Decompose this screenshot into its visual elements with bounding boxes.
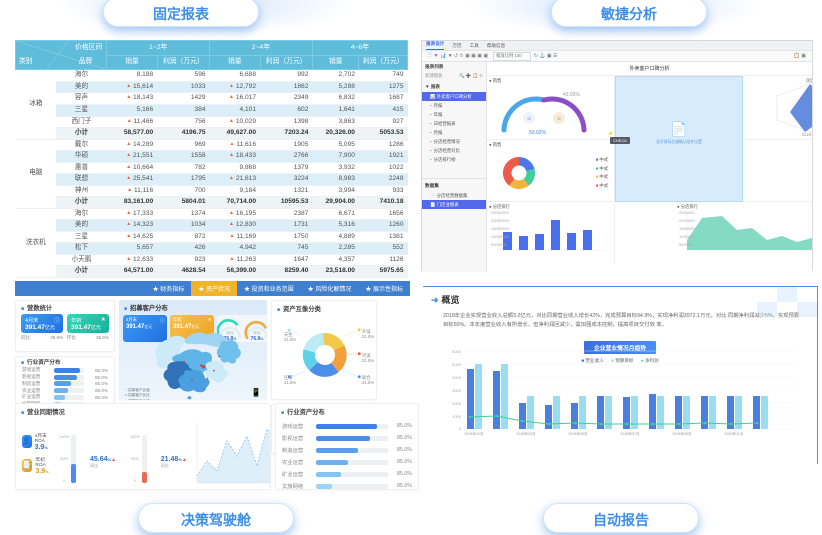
svg-text:2018年09月: 2018年09月 bbox=[672, 431, 691, 436]
svg-text:4000: 4000 bbox=[452, 375, 462, 380]
svg-text:21.5%: 21.5% bbox=[284, 380, 296, 385]
svg-text:2018年11月: 2018年11月 bbox=[725, 431, 744, 436]
svg-text:21.5%: 21.5% bbox=[362, 358, 374, 363]
svg-text:21.5%: 21.5% bbox=[284, 337, 296, 342]
svg-text:21.5%: 21.5% bbox=[362, 334, 374, 339]
svg-text:15000000: 15000000 bbox=[491, 226, 510, 231]
svg-text:☺: ☺ bbox=[556, 116, 562, 122]
svg-text:21.5%: 21.5% bbox=[362, 380, 374, 385]
svg-text:6000: 6000 bbox=[452, 349, 462, 354]
svg-text:1000: 1000 bbox=[452, 414, 462, 419]
svg-text:25000000: 25000000 bbox=[491, 210, 510, 215]
svg-text:2018年03月: 2018年03月 bbox=[516, 431, 535, 436]
svg-text:2000000: 2000000 bbox=[679, 218, 695, 223]
svg-text:2018年01月: 2018年01月 bbox=[464, 431, 483, 436]
svg-text:☺: ☺ bbox=[526, 116, 532, 122]
svg-text:43.93%: 43.93% bbox=[563, 92, 581, 98]
svg-text:2018年07月: 2018年07月 bbox=[620, 431, 639, 436]
svg-text:2018年05月: 2018年05月 bbox=[568, 431, 587, 436]
svg-text:50.02%: 50.02% bbox=[529, 130, 547, 136]
svg-text:1000000: 1000000 bbox=[679, 234, 695, 239]
svg-text:0: 0 bbox=[459, 426, 462, 431]
svg-text:500000: 500000 bbox=[679, 242, 693, 247]
svg-text:2000: 2000 bbox=[452, 401, 462, 406]
svg-text:3000: 3000 bbox=[452, 388, 462, 393]
svg-text:1500000: 1500000 bbox=[679, 226, 695, 231]
svg-text:5000: 5000 bbox=[452, 362, 462, 367]
svg-text:10000000: 10000000 bbox=[491, 234, 510, 239]
svg-text:CUSTIP: CUSTIP bbox=[802, 132, 812, 137]
svg-text:20000000: 20000000 bbox=[491, 218, 510, 223]
svg-text:2500000: 2500000 bbox=[679, 210, 695, 215]
svg-text:速度: 速度 bbox=[806, 78, 812, 84]
svg-text:5000000: 5000000 bbox=[491, 242, 507, 247]
